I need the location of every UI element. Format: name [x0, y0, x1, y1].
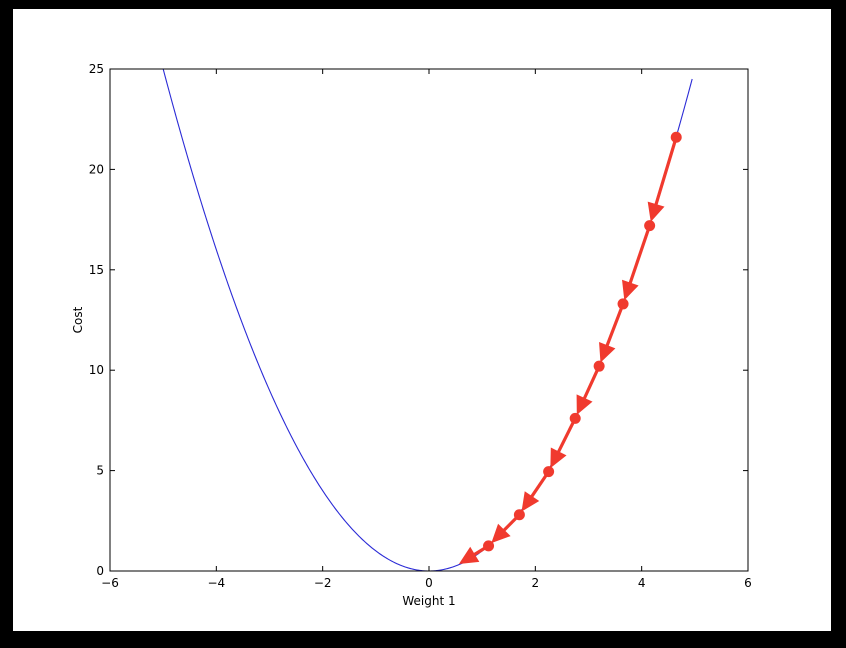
x-tick-label: −2 — [314, 576, 332, 590]
x-tick-label: 0 — [425, 576, 433, 590]
y-tick-label: 25 — [89, 62, 104, 76]
x-tick-label: 4 — [638, 576, 646, 590]
descent-arrow-head — [550, 447, 567, 469]
x-tick-label: −6 — [101, 576, 119, 590]
y-tick-label: 20 — [89, 162, 104, 176]
descent-arrow-head — [576, 394, 593, 415]
plot-area — [109, 68, 749, 572]
y-axis-label: Cost — [71, 306, 85, 333]
y-tick-label: 5 — [96, 464, 104, 478]
descent-step-line — [557, 417, 577, 453]
descent-arrow-head — [599, 342, 616, 363]
y-tick-label: 10 — [89, 363, 104, 377]
descent-step-line — [605, 303, 625, 347]
descent-step-line — [654, 136, 678, 206]
y-tick-label: 15 — [89, 263, 104, 277]
descent-point — [593, 360, 605, 372]
cost-curve — [162, 69, 693, 571]
y-tick-label: 0 — [96, 564, 104, 578]
descent-step-line — [628, 225, 652, 284]
descent-arrow-head — [622, 279, 639, 301]
descent-point — [569, 412, 581, 424]
x-tick-label: 6 — [744, 576, 752, 590]
descent-point — [543, 466, 555, 478]
descent-point — [483, 540, 495, 552]
descent-point — [513, 509, 525, 521]
descent-point — [670, 131, 682, 143]
descent-point — [617, 298, 629, 310]
descent-arrow-head — [521, 491, 540, 512]
x-tick-label: −4 — [207, 576, 225, 590]
x-tick-label: 2 — [532, 576, 540, 590]
x-axis-label: Weight 1 — [402, 594, 455, 608]
descent-arrow-head — [647, 201, 665, 222]
descent-arrow-head — [491, 523, 511, 544]
descent-point — [644, 220, 656, 232]
descent-step-line — [582, 365, 601, 400]
descent-arrow-head — [458, 546, 480, 565]
figure-canvas — [13, 9, 831, 631]
